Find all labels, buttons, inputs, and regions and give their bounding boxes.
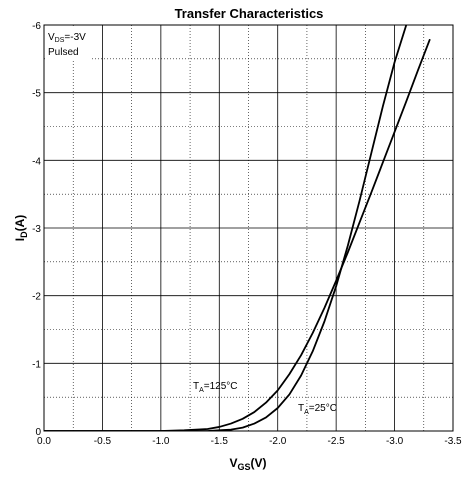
- pulsed-condition: Pulsed: [48, 47, 79, 58]
- x-tick-label: -2.5: [328, 436, 346, 447]
- x-tick-label: 0.0: [37, 436, 51, 447]
- x-tick-label: -3.0: [386, 436, 404, 447]
- x-tick-label: -2.0: [269, 436, 287, 447]
- y-tick-label: -1: [32, 359, 41, 370]
- condition-annotation: VDS=-3V Pulsed: [45, 26, 90, 61]
- series-label-125c: TA=125°C: [193, 381, 238, 394]
- y-tick-label: -6: [32, 21, 41, 32]
- y-tick-label: -4: [32, 156, 41, 167]
- y-tick-label: -5: [32, 89, 41, 100]
- x-tick-label: -0.5: [94, 436, 112, 447]
- y-tick-label: -2: [32, 292, 41, 303]
- x-axis-label: VGS(V): [229, 456, 266, 472]
- x-tick-label: -1.0: [152, 436, 170, 447]
- grid: [44, 25, 453, 431]
- x-tick-label: -1.5: [211, 436, 229, 447]
- chart-title: Transfer Characteristics: [175, 6, 324, 21]
- plot-frame: [43, 24, 454, 432]
- condition-box: [45, 26, 90, 61]
- vds-condition: VDS=-3V: [48, 32, 86, 44]
- series-label-25c: TA=25°C: [298, 403, 337, 416]
- tick-labels: 0.0 -0.5 -1.0 -1.5 -2.0 -2.5 -3.0 -3.5 0 -1 -2 -3 -4…: [32, 21, 462, 447]
- series-line-125c: [44, 38, 431, 431]
- x-tick-label: -3.5: [444, 436, 462, 447]
- series-group: [44, 25, 431, 431]
- y-axis-label: ID(A): [13, 215, 29, 242]
- y-tick-label: -3: [32, 224, 41, 235]
- y-tick-label: 0: [35, 427, 41, 438]
